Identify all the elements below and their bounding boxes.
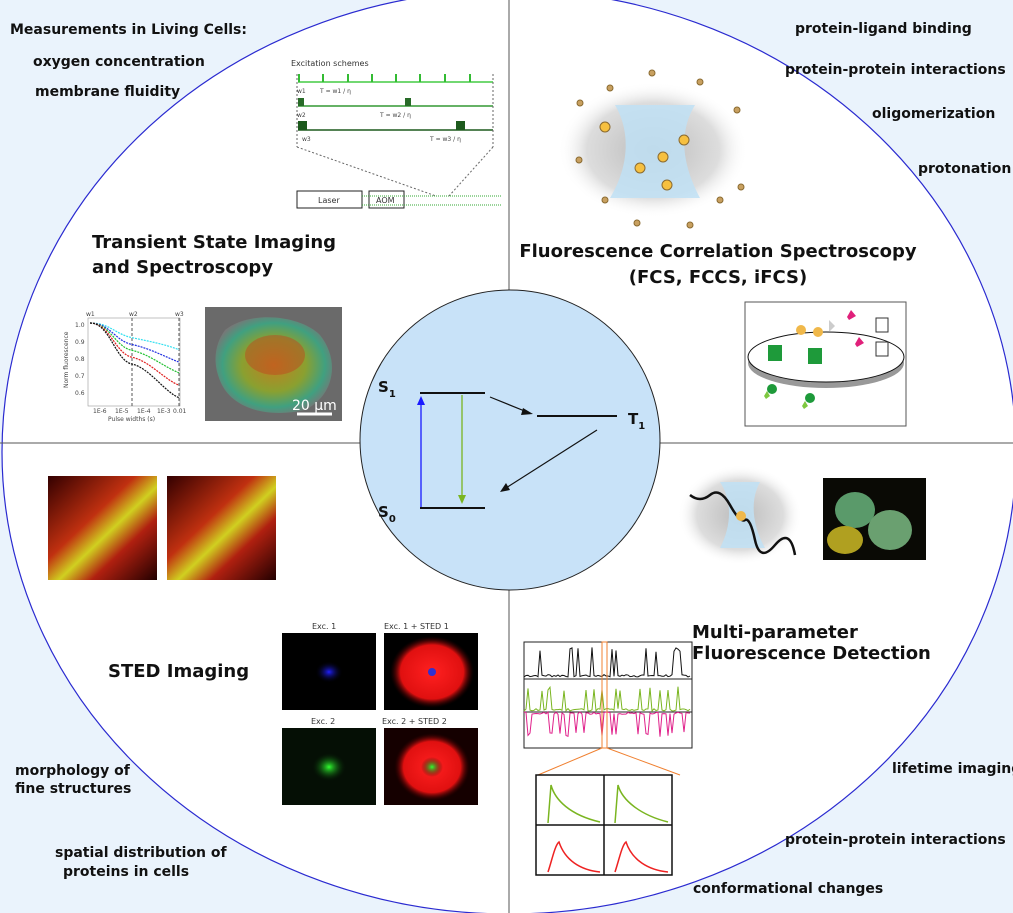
- excitation-schemes: Excitation schemes w1 T = w1 / η w2 T = …: [291, 59, 502, 209]
- polymer-chain: [689, 491, 797, 556]
- tsi-title-2: and Spectroscopy: [92, 257, 273, 278]
- aom-label: AOM: [376, 196, 395, 205]
- t3-formula: T = w3 / η: [429, 136, 461, 143]
- sted-image-2: [167, 476, 276, 580]
- molecule-dot: [657, 151, 669, 163]
- item-ligand: protein-ligand binding: [795, 21, 972, 37]
- ytick: 0.9: [75, 339, 85, 346]
- laser-label: Laser: [318, 196, 340, 205]
- molecule-dot: [648, 69, 656, 77]
- sted-image-1: [48, 476, 157, 580]
- t1-formula: T = w1 / η: [319, 88, 351, 95]
- molecule-dot: [733, 106, 741, 114]
- w2-label: w2: [297, 112, 306, 119]
- xtick: 1E-6: [93, 408, 107, 415]
- plot-ylabel: Norm fluorescence: [63, 331, 70, 388]
- sted-title: STED Imaging: [108, 661, 249, 682]
- excitation-caption: Excitation schemes: [291, 59, 369, 68]
- panel-label: Exc. 2 + STED 2: [382, 717, 447, 726]
- ytick: 0.6: [75, 390, 85, 397]
- marker-w2: w2: [129, 311, 138, 318]
- item-morphology-1: morphology of: [15, 763, 131, 779]
- fcs-title-1: Fluorescence Correlation Spectroscopy: [519, 241, 917, 262]
- s0-label: S0: [378, 503, 396, 525]
- molecule-dot: [678, 134, 690, 146]
- item-membrane: membrane fluidity: [35, 84, 180, 100]
- panel-label: Exc. 1: [312, 622, 336, 631]
- w3-label: w3: [302, 136, 311, 143]
- mfd-quadrant: Multi-parameter Fluorescence Detection l…: [523, 465, 1013, 897]
- mfd-title-1: Multi-parameter: [692, 622, 858, 643]
- item-spatial-2: proteins in cells: [63, 864, 189, 880]
- fcs-quadrant: protein-ligand binding protein-protein i…: [519, 21, 1011, 427]
- item-spatial-1: spatial distribution of: [55, 845, 228, 861]
- isc-arrow: [489, 396, 528, 413]
- item-ppi-2: protein-protein interactions: [785, 832, 1006, 848]
- molecule-dot: [696, 78, 704, 86]
- molecule-dot: [661, 179, 673, 191]
- item-oxygen: oxygen concentration: [33, 54, 205, 70]
- molecule-dot: [634, 162, 646, 174]
- tsi-title-1: Transient State Imaging: [92, 232, 336, 253]
- item-lifetime: lifetime imaging: [892, 761, 1013, 777]
- molecule-dot: [576, 99, 584, 107]
- xtick: 1E-5: [115, 408, 129, 415]
- scale-bar-label: 20 µm: [292, 398, 337, 414]
- item-morphology-2: fine structures: [15, 781, 131, 797]
- sted-quadrant: STED Imaging Exc. 1 Exc. 1 + STED 1 Exc.…: [15, 476, 478, 880]
- molecule-dot: [737, 183, 745, 191]
- pulse-width-plot: Norm fluorescence Pulse widths (s) 1.0 0…: [63, 311, 187, 423]
- item-oligomerization: oligomerization: [872, 106, 995, 122]
- item-ppi: protein-protein interactions: [785, 62, 1006, 78]
- living-cells-heading: Measurements in Living Cells:: [10, 22, 247, 38]
- molecule-dot: [601, 196, 609, 204]
- xtick: 1E-4: [137, 408, 151, 415]
- ytick: 1.0: [75, 322, 85, 329]
- molecule-dot: [633, 219, 641, 227]
- xtick: 0.01: [173, 408, 187, 415]
- item-conformational: conformational changes: [693, 881, 883, 897]
- mfd-title-2: Fluorescence Detection: [692, 643, 931, 664]
- plot-curve: [89, 322, 180, 351]
- molecule-dot: [575, 156, 583, 164]
- plot-curve: [89, 322, 180, 363]
- fcs-title-2: (FCS, FCCS, iFCS): [629, 267, 807, 288]
- molecule-dot: [686, 221, 694, 229]
- ytick: 0.8: [75, 356, 85, 363]
- marker-w1: w1: [86, 311, 95, 318]
- jablonski-diagram: S1 T1 S0: [359, 289, 661, 591]
- xtick: 1E-3: [157, 408, 171, 415]
- panel-label: Exc. 1 + STED 1: [384, 622, 449, 631]
- ytick: 0.7: [75, 373, 85, 380]
- molecule-dot: [599, 121, 611, 133]
- phosphorescence-arrow: [505, 429, 598, 489]
- item-protonation: protonation: [918, 161, 1011, 177]
- plot-curve: [89, 322, 180, 386]
- molecule-dot: [606, 84, 614, 92]
- plot-curve: [89, 322, 180, 374]
- panel-label: Exc. 2: [311, 717, 335, 726]
- t1-label: T1: [628, 410, 645, 432]
- center-circle: [359, 289, 661, 591]
- w1-label: w1: [297, 88, 306, 95]
- tsi-quadrant: Measurements in Living Cells: oxygen con…: [10, 22, 502, 423]
- t2-formula: T = w2 / η: [379, 112, 411, 119]
- membrane-illustration: [744, 301, 907, 427]
- plot-xlabel: Pulse widths (s): [108, 416, 155, 423]
- marker-w3: w3: [175, 311, 184, 318]
- s1-label: S1: [378, 378, 396, 400]
- burst-trace: [523, 641, 693, 749]
- plot-curve: [89, 322, 180, 399]
- cell-micrograph: 20 µm: [205, 307, 342, 421]
- molecule-dot: [716, 196, 724, 204]
- confocal-volume: [558, 69, 748, 229]
